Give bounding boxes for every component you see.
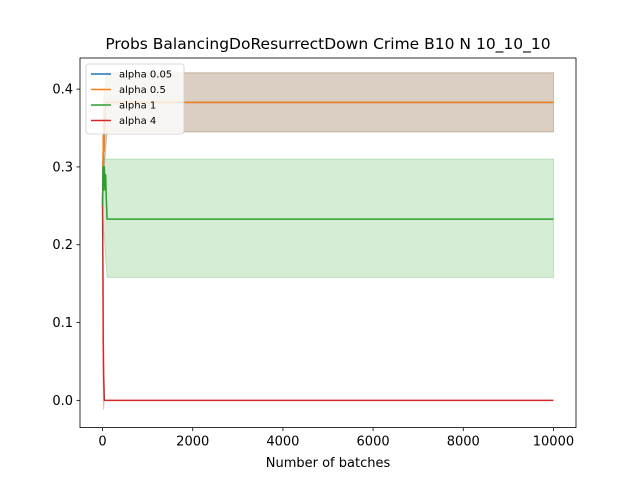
legend-box [85,63,185,135]
x-tick-label: 4000 [266,435,299,450]
y-tick-label: 0.1 [52,316,73,331]
line-series-2 [101,166,554,220]
legend-label-3: alpha 4 [119,116,156,127]
x-axis-ticks: 0 2000 4000 6000 8000 10000 [98,427,574,450]
x-tick-label: 6000 [357,435,390,450]
x-tick-label: 10000 [533,435,574,450]
legend-label-0: alpha 0.05 [119,70,172,81]
line-series-3 [101,205,554,402]
plot-frame [79,57,577,429]
chart-title: Probs BalancingDoResurrectDown Crime B10… [105,35,550,54]
y-axis-ticks: 0.0 0.1 0.2 0.3 0.4 [52,83,80,409]
confidence-bands [102,72,554,410]
x-tick-label: 0 [98,435,106,450]
legend-label-1: alpha 0.5 [119,85,166,96]
x-axis-label: Number of batches [266,456,391,471]
legend: alpha 0.05 alpha 0.5 alpha 1 alpha 4 [85,63,185,135]
y-tick-label: 0.0 [52,394,73,409]
band-series-2 [102,151,554,278]
y-tick-label: 0.2 [52,238,73,253]
y-tick-label: 0.4 [52,83,73,98]
x-tick-label: 8000 [447,435,480,450]
y-tick-label: 0.3 [52,160,73,175]
x-tick-label: 2000 [176,435,209,450]
legend-label-2: alpha 1 [119,101,156,112]
